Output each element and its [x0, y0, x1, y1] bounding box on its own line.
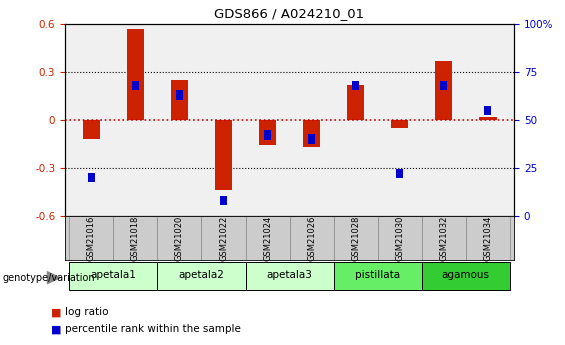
Bar	[158, 216, 202, 260]
Bar	[289, 216, 333, 260]
Bar	[347, 85, 364, 120]
Text: apetala1: apetala1	[90, 270, 136, 280]
Bar	[171, 80, 188, 120]
Bar	[69, 262, 158, 290]
Bar	[333, 262, 421, 290]
Text: GSM21030: GSM21030	[395, 215, 404, 261]
Bar	[377, 216, 421, 260]
Text: GSM21020: GSM21020	[175, 215, 184, 261]
Bar	[246, 262, 333, 290]
Polygon shape	[47, 271, 62, 285]
Text: genotype/variation: genotype/variation	[3, 273, 95, 283]
Bar	[397, 169, 403, 178]
Bar	[114, 216, 158, 260]
Bar	[259, 120, 276, 146]
Bar	[421, 216, 466, 260]
Bar	[264, 130, 271, 140]
Bar	[308, 134, 315, 144]
Bar	[215, 120, 232, 190]
Bar	[484, 106, 491, 115]
Bar	[220, 196, 227, 205]
Text: ■: ■	[51, 325, 62, 334]
Text: GSM21024: GSM21024	[263, 215, 272, 261]
Bar	[82, 120, 100, 139]
Text: GSM21028: GSM21028	[351, 215, 360, 261]
Bar	[353, 81, 359, 90]
Text: pistillata: pistillata	[355, 270, 400, 280]
Text: ■: ■	[51, 307, 62, 317]
Bar	[176, 90, 182, 100]
Bar	[440, 81, 447, 90]
Text: GSM21016: GSM21016	[87, 215, 96, 261]
Bar	[88, 172, 95, 182]
Text: GSM21032: GSM21032	[439, 215, 448, 261]
Bar	[202, 216, 246, 260]
Text: GSM21022: GSM21022	[219, 215, 228, 261]
Bar	[132, 81, 139, 90]
Bar	[391, 120, 408, 128]
Bar	[421, 262, 510, 290]
Text: GSM21034: GSM21034	[483, 215, 492, 261]
Bar	[69, 216, 114, 260]
Text: percentile rank within the sample: percentile rank within the sample	[65, 325, 241, 334]
Title: GDS866 / A024210_01: GDS866 / A024210_01	[215, 7, 364, 20]
Text: GSM21026: GSM21026	[307, 215, 316, 261]
Bar	[435, 61, 453, 120]
Bar	[127, 29, 144, 120]
Bar	[158, 262, 246, 290]
Text: apetala3: apetala3	[267, 270, 312, 280]
Bar	[479, 117, 497, 120]
Bar	[333, 216, 377, 260]
Text: GSM21018: GSM21018	[131, 215, 140, 261]
Bar	[246, 216, 289, 260]
Text: agamous: agamous	[442, 270, 490, 280]
Text: apetala2: apetala2	[179, 270, 224, 280]
Text: log ratio: log ratio	[65, 307, 108, 317]
Bar	[466, 216, 510, 260]
Bar	[303, 120, 320, 147]
